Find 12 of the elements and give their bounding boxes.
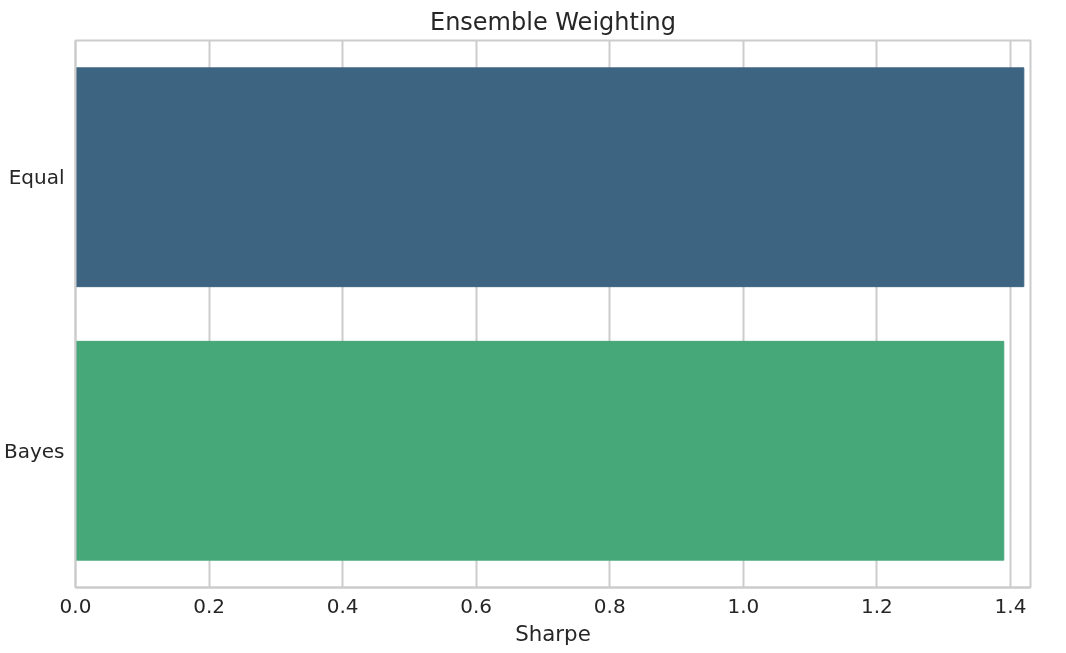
- x-tick-label: 1.2: [861, 593, 893, 618]
- y-tick-label: Bayes: [3, 438, 65, 463]
- x-axis-title: Sharpe: [515, 620, 591, 646]
- x-tick-label: 0.6: [460, 593, 493, 618]
- x-tick-label: 0.2: [193, 593, 225, 618]
- x-tick-label: 0.4: [326, 593, 359, 618]
- x-tick-label: 0.8: [593, 593, 626, 618]
- x-tick-label: 1.4: [994, 593, 1027, 618]
- chart-title: Ensemble Weighting: [429, 7, 677, 36]
- x-tick-label: 1.0: [727, 593, 760, 618]
- x-tick-label: 0.0: [59, 593, 92, 618]
- y-tick-label: Equal: [8, 165, 65, 190]
